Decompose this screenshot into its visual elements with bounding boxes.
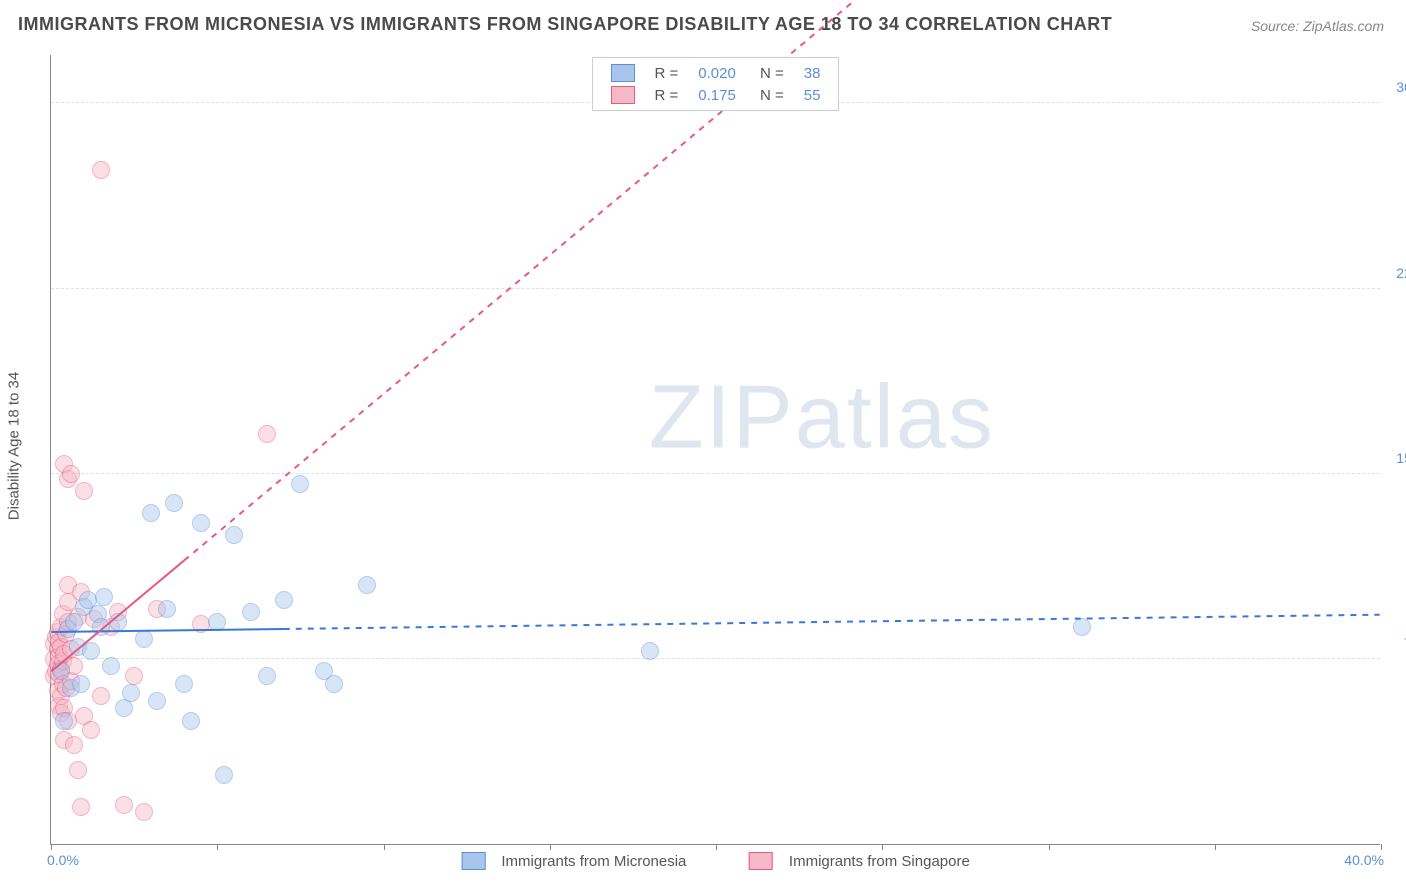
y-tick-label: 30.0% (1386, 79, 1406, 95)
x-tick (882, 844, 883, 850)
source-attribution: Source: ZipAtlas.com (1251, 18, 1384, 34)
y-axis-label: Disability Age 18 to 34 (6, 372, 23, 520)
legend-row-series-0: R = 0.020 N = 38 (601, 62, 831, 84)
trendline-dashed (184, 0, 981, 560)
y-tick-label: 7.5% (1386, 635, 1406, 651)
x-tick (1381, 844, 1382, 850)
x-tick (384, 844, 385, 850)
legend-swatch-0 (611, 64, 635, 82)
trendline-solid (51, 629, 283, 632)
chart-title: IMMIGRANTS FROM MICRONESIA VS IMMIGRANTS… (18, 14, 1112, 35)
series-legend: Immigrants from Micronesia Immigrants fr… (455, 852, 976, 870)
y-tick-label: 15.0% (1386, 450, 1406, 466)
series-swatch-0 (461, 852, 485, 870)
x-tick (51, 844, 52, 850)
x-axis-min-label: 0.0% (47, 852, 79, 868)
legend-n-0: 38 (794, 62, 831, 84)
legend-row-series-1: R = 0.175 N = 55 (601, 84, 831, 106)
scatter-plot-area: ZIPatlas R = 0.020 N = 38 R = 0.175 N = … (50, 55, 1380, 845)
trend-lines (51, 55, 1380, 844)
y-tick-label: 22.5% (1386, 265, 1406, 281)
x-tick (1049, 844, 1050, 850)
series-label-1: Immigrants from Singapore (789, 853, 970, 870)
trendline-dashed (284, 615, 1380, 629)
x-axis-max-label: 40.0% (1344, 852, 1384, 868)
legend-r-1: 0.175 (688, 84, 746, 106)
series-swatch-1 (749, 852, 773, 870)
x-tick (716, 844, 717, 850)
trendline-solid (51, 560, 184, 671)
x-tick (550, 844, 551, 850)
x-tick (217, 844, 218, 850)
x-tick (1215, 844, 1216, 850)
correlation-legend: R = 0.020 N = 38 R = 0.175 N = 55 (592, 57, 840, 111)
legend-swatch-1 (611, 86, 635, 104)
series-label-0: Immigrants from Micronesia (501, 853, 686, 870)
legend-r-0: 0.020 (688, 62, 746, 84)
legend-n-1: 55 (794, 84, 831, 106)
